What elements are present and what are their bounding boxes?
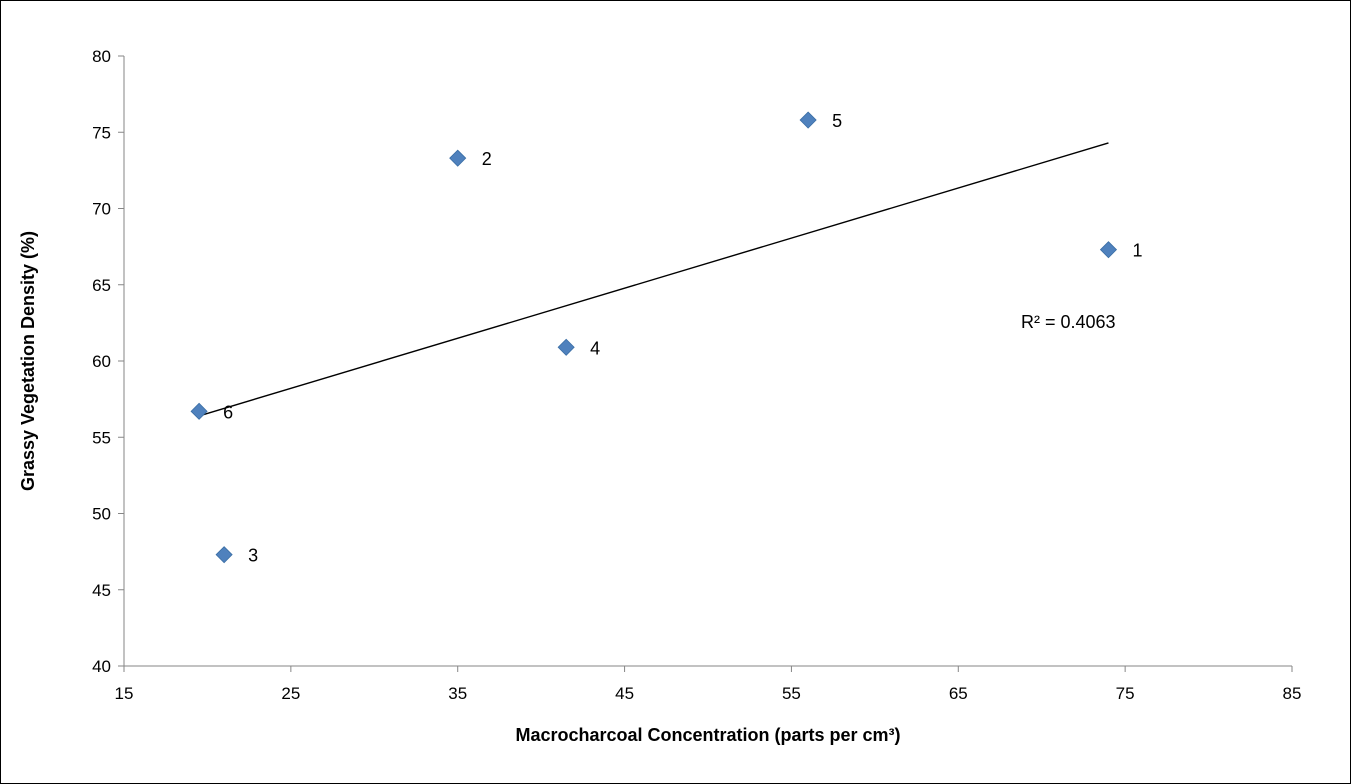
y-tick-label: 75 [92, 123, 111, 142]
y-tick-label: 80 [92, 47, 111, 66]
y-tick-label: 60 [92, 352, 111, 371]
x-tick-label: 55 [782, 684, 801, 703]
x-tick-label: 85 [1283, 684, 1302, 703]
data-point-marker [557, 338, 575, 356]
data-point-marker [215, 546, 233, 564]
y-tick-label: 50 [92, 505, 111, 524]
x-axis-title: Macrocharcoal Concentration (parts per c… [515, 725, 900, 745]
point-labels: 1 2 3 4 5 6 [223, 111, 1142, 566]
x-tick-label: 65 [949, 684, 968, 703]
data-point-label: 5 [832, 111, 842, 131]
data-point-marker [799, 111, 817, 129]
data-point-label: 4 [590, 338, 600, 358]
y-tick-label: 45 [92, 581, 111, 600]
y-axis-ticks: 40 45 50 55 60 65 70 75 80 [92, 47, 124, 676]
x-tick-label: 15 [115, 684, 134, 703]
data-point-label: 6 [223, 402, 233, 422]
r-squared-label: R² = 0.4063 [1021, 312, 1116, 332]
data-point-label: 2 [482, 149, 492, 169]
trendline-group [198, 142, 1109, 417]
y-tick-label: 55 [92, 428, 111, 447]
data-point-label: 3 [248, 546, 258, 566]
y-tick-label: 40 [92, 657, 111, 676]
x-tick-label: 35 [448, 684, 467, 703]
x-tick-label: 45 [615, 684, 634, 703]
x-tick-label: 25 [281, 684, 300, 703]
trendline [198, 142, 1109, 417]
y-tick-label: 70 [92, 200, 111, 219]
y-tick-label: 65 [92, 276, 111, 295]
data-point-marker [1099, 241, 1118, 259]
x-axis-ticks: 15 25 35 45 55 65 75 85 [115, 666, 1302, 703]
data-point-marker [449, 149, 467, 167]
data-point-label: 1 [1132, 241, 1142, 261]
axes [123, 56, 1292, 667]
data-points [190, 111, 1118, 564]
x-tick-label: 75 [1116, 684, 1135, 703]
y-axis-title: Grassy Vegetation Density (%) [18, 231, 38, 491]
data-point-marker [190, 402, 208, 420]
